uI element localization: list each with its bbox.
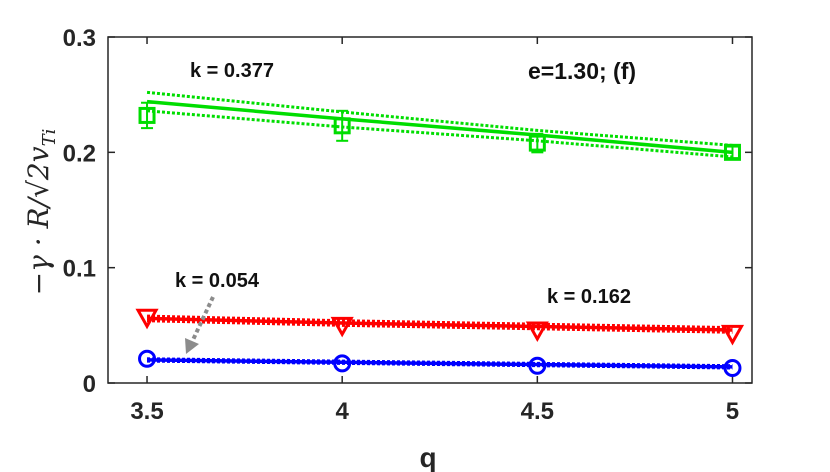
y-tick-label: 0.2 [63, 140, 96, 167]
x-tick-label: 4.5 [521, 398, 554, 425]
fit-label-red: k = 0.162 [547, 286, 631, 308]
y-axis-ticks: 0 0.1 0.2 0.3 [63, 25, 752, 398]
y-tick-label: 0.3 [63, 25, 96, 52]
x-axis-ticks: 3.5 4 4.5 5 [130, 37, 739, 425]
y-tick-label: 0.1 [63, 256, 96, 283]
data-point-triangle [135, 308, 159, 330]
fit-label-blue: k = 0.054 [175, 270, 260, 292]
fit-band-lower [146, 109, 733, 159]
data-point-square [138, 106, 156, 124]
fit-line [146, 316, 733, 332]
data-point-circle [138, 349, 157, 368]
series-layer [135, 90, 745, 378]
fit-band-upper [146, 90, 733, 147]
series-blue [138, 349, 742, 378]
y-axis-title: −γ · R/√2vTi [22, 129, 60, 296]
arrow-annotation [185, 296, 215, 354]
x-tick-label: 4 [336, 398, 350, 425]
fit-band-upper [146, 314, 733, 330]
data-point-triangle [330, 316, 354, 338]
data-point-circle [528, 356, 547, 375]
data-point-triangle [720, 324, 745, 346]
panel-label: e=1.30; (f) [528, 58, 636, 84]
svg-text:−γ · R/√2vTi: −γ · R/√2vTi [22, 129, 60, 296]
y-tick-label: 0 [83, 371, 96, 398]
fit-line [147, 358, 733, 369]
data-point-circle [723, 359, 742, 378]
series-green [138, 90, 741, 161]
x-axis-title: q [419, 442, 436, 472]
fit-band-lower [146, 319, 733, 334]
fit-line [146, 99, 733, 155]
plot-frame [107, 36, 753, 384]
data-point-square [333, 117, 351, 135]
x-tick-label: 5 [726, 398, 739, 425]
series-red [135, 308, 745, 346]
plot-border [107, 36, 753, 384]
data-point-circle [333, 354, 352, 373]
data-point-square [723, 143, 741, 161]
data-point-triangle [525, 321, 549, 343]
data-point-square [528, 134, 546, 152]
fit-label-green: k = 0.377 [190, 60, 274, 82]
x-tick-label: 3.5 [130, 398, 163, 425]
